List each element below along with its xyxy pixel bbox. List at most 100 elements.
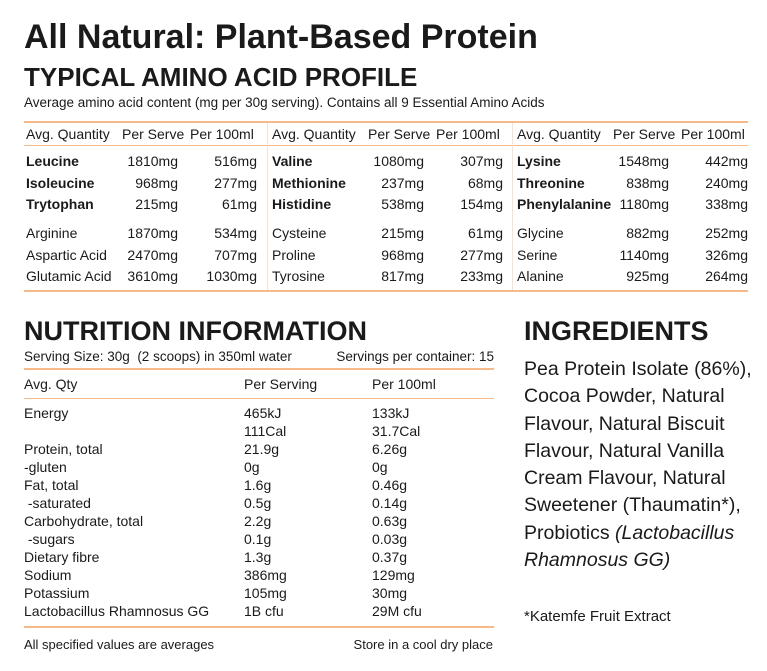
amino-name: Phenylalanine — [517, 196, 612, 212]
amino-header: Per Serve — [613, 126, 676, 142]
amino-name: Isoleucine — [26, 174, 95, 191]
nutrition-value: 0.14g — [372, 495, 408, 511]
amino-value: 1080mg — [373, 153, 424, 169]
nutrition-value: 386mg — [244, 567, 287, 583]
nutrition-header: Avg. Qty — [24, 376, 78, 392]
amino-value: 338mg — [705, 196, 748, 212]
amino-value: 326mg — [705, 246, 748, 263]
amino-value: 215mg — [135, 196, 178, 212]
nutrition-value: 105mg — [244, 585, 287, 601]
ingredients-body: Pea Protein Isolate (86%), Cocoa Powder,… — [524, 358, 752, 544]
amino-value: 838mg — [626, 174, 669, 191]
rule — [24, 398, 494, 399]
amino-value: 534mg — [214, 225, 257, 241]
nutrition-label: -sugars — [24, 531, 75, 547]
nutrition-value: 6.26g — [372, 441, 408, 457]
amino-title: TYPICAL AMINO ACID PROFILE — [24, 62, 418, 92]
nutrition-value: 1.3g — [244, 549, 272, 565]
amino-value: 154mg — [460, 196, 503, 212]
amino-value: 538mg — [381, 196, 424, 212]
amino-name: Glycine — [517, 225, 564, 241]
amino-value: 817mg — [381, 268, 424, 284]
amino-name: Trytophan — [26, 196, 94, 212]
amino-value: 1140mg — [619, 246, 669, 263]
amino-name: Aspartic Acid — [26, 246, 107, 263]
nutrition-value: 133kJ — [372, 405, 410, 421]
amino-value: 707mg — [214, 246, 257, 263]
nutrition-value: 29M cfu — [372, 603, 422, 619]
nutrition-value: 0g — [372, 459, 388, 475]
amino-value: 233mg — [460, 268, 503, 284]
nutrition-footer: All specified values are averages — [24, 637, 215, 652]
nutrition-label: Fat, total — [24, 477, 79, 493]
amino-value: 1180mg — [619, 196, 669, 212]
nutrition-value: 21.9g — [244, 441, 280, 457]
nutrition-label: Energy — [24, 405, 69, 421]
rule — [24, 368, 494, 370]
amino-value: 307mg — [460, 153, 503, 169]
amino-value: 240mg — [705, 174, 748, 191]
amino-name: Histidine — [272, 196, 332, 212]
nutrition-value: 111Cal — [244, 423, 287, 439]
nutrition-title: NUTRITION INFORMATION — [24, 316, 367, 346]
amino-value: 968mg — [135, 174, 178, 191]
amino-name: Tyrosine — [272, 268, 325, 284]
nutrition-value: 465kJ — [244, 405, 282, 421]
amino-name: Valine — [272, 153, 313, 169]
nutrition-value: 0g — [244, 459, 260, 475]
footnote: *Katemfe Fruit Extract — [524, 608, 671, 625]
amino-value: 516mg — [214, 153, 257, 169]
rule — [24, 121, 748, 123]
amino-name: Glutamic Acid — [26, 268, 112, 284]
amino-name: Leucine — [26, 153, 79, 169]
nutrition-value: 31.7Cal — [372, 423, 421, 439]
ingredients-text: Pea Protein Isolate (86%), Cocoa Powder,… — [524, 356, 760, 574]
amino-value: 277mg — [214, 174, 257, 191]
amino-name: Serine — [517, 246, 558, 263]
nutrition-header: Per 100ml — [372, 376, 436, 392]
nutrition-value: 0.46g — [372, 477, 408, 493]
nutrition-header: Per Serving — [244, 376, 318, 392]
amino-value: 277mg — [460, 246, 503, 263]
amino-value: 61mg — [221, 196, 257, 212]
nutrition-value: 0.37g — [372, 549, 408, 565]
amino-value: 442mg — [705, 153, 748, 169]
amino-value: 1548mg — [618, 153, 669, 169]
amino-header: Per Serve — [122, 126, 185, 142]
amino-name: Lysine — [517, 153, 561, 169]
divider — [512, 123, 513, 290]
amino-header: Avg. Quantity — [272, 126, 356, 142]
servings: Servings per container: 15 — [336, 349, 494, 364]
nutrition-value: 2.2g — [244, 513, 272, 529]
amino-header: Per 100ml — [436, 126, 500, 142]
amino-name: Cysteine — [272, 225, 327, 241]
rule — [24, 145, 748, 146]
amino-value: 882mg — [626, 225, 669, 241]
serving-size: Serving Size: 30g (2 scoops) in 350ml wa… — [24, 349, 292, 364]
ingredients-italic: (Lactobacillus Rhamnosus GG) — [524, 521, 735, 572]
amino-value: 1810mg — [127, 153, 178, 169]
amino-subtitle: Average amino acid content (mg per 30g s… — [24, 95, 545, 110]
nutrition-value: 0.63g — [372, 513, 408, 529]
nutrition-label: Lactobacillus Rhamnosus GG — [24, 603, 210, 619]
amino-header: Per Serve — [368, 126, 431, 142]
amino-name: Threonine — [517, 174, 585, 191]
amino-name: Proline — [272, 246, 316, 263]
amino-value: 252mg — [705, 225, 748, 241]
amino-value: 2470mg — [127, 246, 178, 263]
amino-value: 968mg — [381, 246, 424, 263]
divider — [267, 123, 268, 290]
amino-value: 264mg — [705, 268, 748, 284]
nutrition-label: -gluten — [24, 459, 67, 475]
nutrition-value: 1.6g — [244, 477, 272, 493]
amino-header: Per 100ml — [190, 126, 254, 142]
amino-value: 925mg — [626, 268, 669, 284]
amino-name: Alanine — [517, 268, 564, 284]
nutrition-value: 0.1g — [244, 531, 272, 547]
nutrition-value: 0.5g — [244, 495, 272, 511]
page-title: All Natural: Plant-Based Protein — [24, 18, 538, 56]
nutrition-value: 0.03g — [372, 531, 408, 547]
nutrition-label: Sodium — [24, 567, 72, 583]
amino-value: 3610mg — [127, 268, 178, 284]
amino-name: Arginine — [26, 225, 78, 241]
